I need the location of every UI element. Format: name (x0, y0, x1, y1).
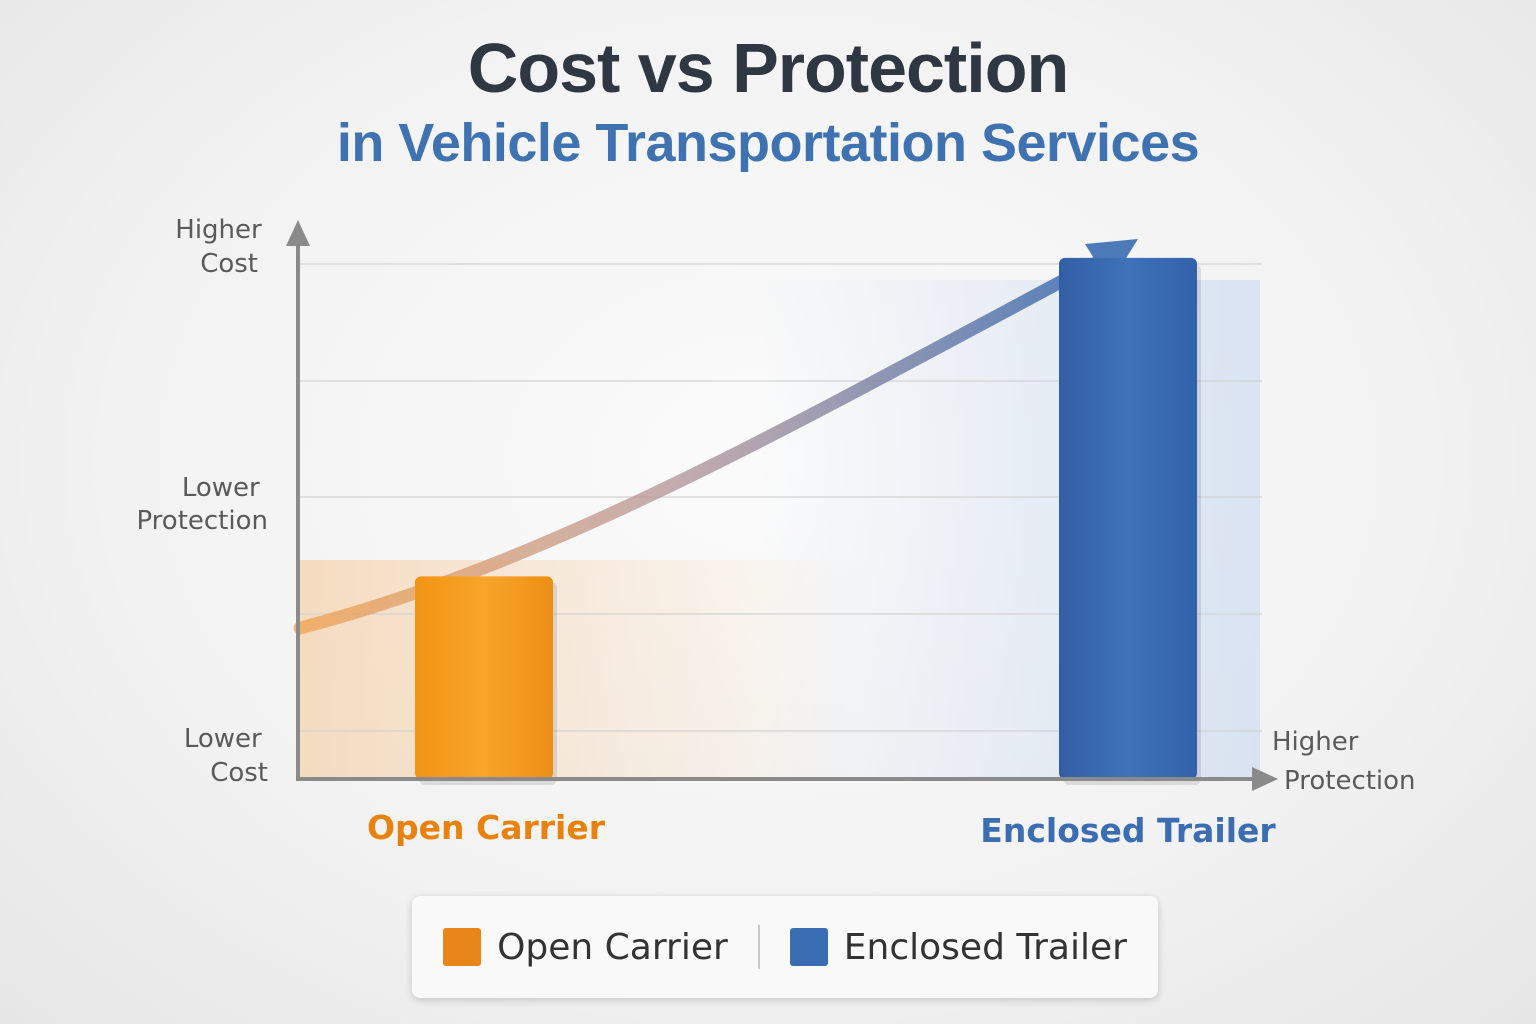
chart-subtitle: in Vehicle Transportation Services (336, 113, 1200, 173)
y-label-middle: Lower Protection (136, 473, 268, 536)
chart-title: Cost vs Protection (467, 29, 1069, 107)
y-label-bottom: Lower Cost (184, 724, 270, 788)
bars (415, 257, 1201, 785)
trend-arrow-shaft (293, 255, 1105, 635)
legend-swatch-open-carrier (443, 928, 482, 966)
category-label-enclosed-trailer: Enclosed Trailer (980, 811, 1276, 850)
bar-enclosed-trailer (1059, 257, 1197, 779)
axes (286, 220, 1278, 791)
legend-item-enclosed-trailer: Enclosed Trailer (789, 926, 1127, 968)
y-axis-arrowhead (286, 220, 310, 246)
legend-label-enclosed-trailer: Enclosed Trailer (843, 926, 1127, 968)
bar-open-carrier (415, 576, 553, 779)
legend: Open Carrier Enclosed Trailer (412, 896, 1158, 998)
legend-label-open-carrier: Open Carrier (497, 926, 728, 968)
legend-item-open-carrier: Open Carrier (443, 927, 728, 968)
category-label-open-carrier: Open Carrier (367, 808, 606, 847)
y-label-top: Higher Cost (175, 215, 270, 279)
x-axis-label: Higher Protection (1272, 727, 1416, 796)
legend-swatch-enclosed-trailer (789, 928, 828, 966)
legend-divider (757, 925, 760, 969)
x-axis-arrowhead (1252, 767, 1278, 791)
